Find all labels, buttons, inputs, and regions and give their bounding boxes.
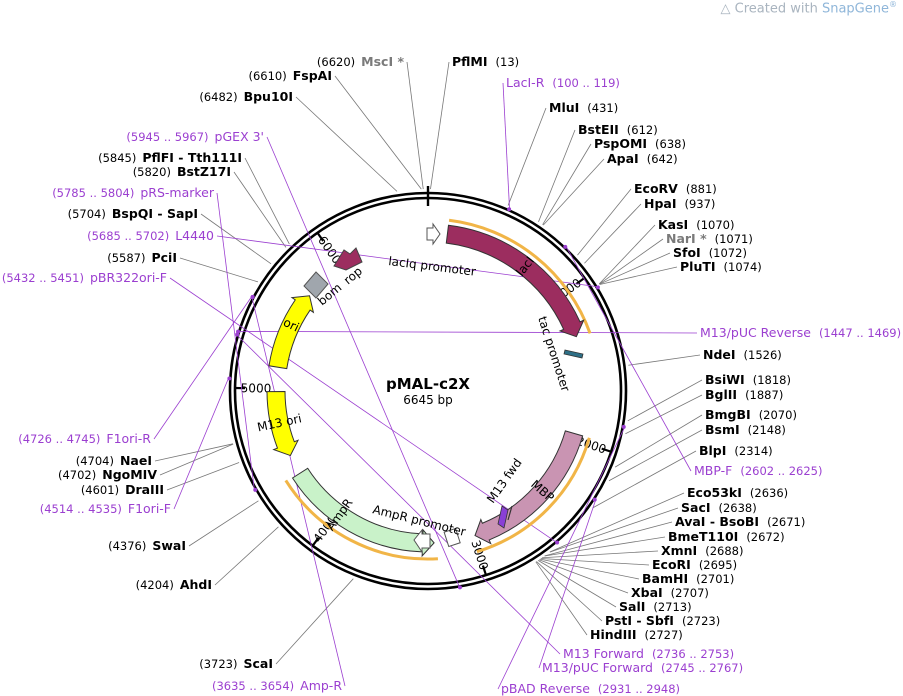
primer-label: (3635 .. 3654) Amp-R [212,678,342,693]
enzyme-label: XbaI (2707) [631,585,709,600]
watermark-mark: ® [889,0,897,9]
tick-6000 [316,232,325,242]
enzyme-label: BamHI (2701) [642,571,734,586]
enzyme-label: (4601) DraIII [81,482,164,497]
M13-fwd-label: M13 fwd [484,456,525,506]
primer-label: M13/pUC Forward (2745 .. 2767) [542,660,743,675]
enzyme-label: KasI (1070) [658,217,734,232]
snapgene-watermark: △ Created with SnapGene® [721,0,897,16]
lacI-arrow [445,224,585,338]
M13-ori-arrow [266,391,300,457]
lacIq-promoter-label: lacIq promoter [388,254,477,279]
lacIq-promoter-glyph [426,222,441,246]
enzyme-label: BglII (1887) [705,387,783,402]
enzyme-label: HpaI (937) [644,196,715,211]
primer-label: LacI-R (100 .. 119) [506,75,620,90]
enzyme-label: (6482) Bpu10I [199,89,293,104]
tick-4000 [311,537,320,547]
enzyme-label: (4204) AhdI [136,577,212,592]
tick-label: 5000 [241,381,272,395]
enzyme-label: EcoRV (881) [634,181,717,196]
primer-label: (5945 .. 5967) pGEX 3' [126,129,264,144]
enzyme-label: (5820) BstZ17I [133,164,231,179]
enzyme-label: (6610) FspAI [248,68,332,83]
tick-3000 [481,565,487,576]
M13-fwd-glyph [497,505,513,529]
enzyme-label: BmeT110I (2672) [668,529,785,544]
bom-feature [303,271,329,299]
ori-label: ori [281,315,301,334]
enzyme-label: (5845) PflFI - Tth111I [98,150,242,165]
enzyme-label: XmnI (2688) [661,543,743,558]
enzyme-label: BmgBI (2070) [705,407,797,422]
enzyme-label: BsmI (2148) [705,422,786,437]
tick-2000 [601,447,612,453]
enzyme-label: PflMI (13) [452,54,519,69]
enzyme-label: MluI (431) [549,100,618,115]
AmpR-orf-highlight [284,479,439,561]
primer-label: (5685 .. 5702) L4440 [87,228,214,243]
enzyme-label: BstEII (612) [578,122,658,137]
enzyme-label: ApaI (642) [607,151,678,166]
primer-label: M13 Forward (2736 .. 2753) [563,646,734,661]
enzyme-label: SfoI (1072) [673,245,747,260]
enzyme-label: (5587) PciI [107,250,177,265]
enzyme-label: SacI (2638) [681,500,757,515]
watermark-prefix: Created with [734,1,822,17]
enzyme-label: (4376) SwaI [108,538,186,553]
tac-promoter-glyph [563,349,584,359]
primer-label: pBAD Reverse (2931 .. 2948) [501,681,680,696]
enzyme-label: EcoRI (2695) [652,557,737,572]
primer-label: (5785 .. 5804) pRS-marker [52,185,215,200]
enzyme-label: PspOMI (638) [594,136,686,151]
enzyme-label: (4702) NgoMIV [58,467,157,482]
primer-label: (5432 .. 5451) pBR322ori-F [2,270,167,285]
ori-arrow [268,295,315,370]
enzyme-label: NarI * (1071) [666,231,753,246]
watermark-brand: SnapGene [821,1,889,17]
site-labels: PflMI (13) MluI (431) BstEII (612)PspOMI (638)… [2,54,901,696]
enzyme-label: AvaI - BsoBI (2671) [675,514,805,529]
enzyme-label: BlpI (2314) [699,443,773,458]
enzyme-label: (3723) ScaI [199,656,273,671]
primer-label: (4514 .. 4535) F1ori-F [40,501,171,516]
enzyme-label: SalI (2713) [619,599,692,614]
enzyme-label: (4704) NaeI [76,453,152,468]
enzyme-label: Eco53kI (2636) [687,485,788,500]
leader-lines [153,61,703,690]
tick-1000 [575,277,586,285]
enzyme-label: BsiWI (1818) [705,372,791,387]
enzyme-label: HindIII (2727) [590,627,683,642]
enzyme-label: PluTI (1074) [680,259,762,274]
lacI-orf-highlight [448,218,592,334]
AmpR-promoter-glyph [413,527,461,554]
primer-label: (4726 .. 4745) F1ori-R [18,431,151,446]
snapgene-logo-icon: △ [720,1,735,17]
primer-label: MBP-F (2602 .. 2625) [694,463,822,478]
AmpR-arrow [291,467,435,558]
enzyme-label: NdeI (1526) [703,347,782,362]
enzyme-label: (5704) BspQI - SapI [68,206,198,221]
MBP-orf-highlight [476,437,591,554]
primer-label: M13/pUC Reverse (1447 .. 1469) [700,325,901,340]
plasmid-name: pMAL-c2X [386,375,470,393]
enzyme-label: (6620) MscI * [317,54,405,69]
rop-feature [333,247,363,271]
plasmid-length: 6645 bp [403,393,453,407]
enzyme-label: PstI - SbfI (2723) [605,613,720,628]
